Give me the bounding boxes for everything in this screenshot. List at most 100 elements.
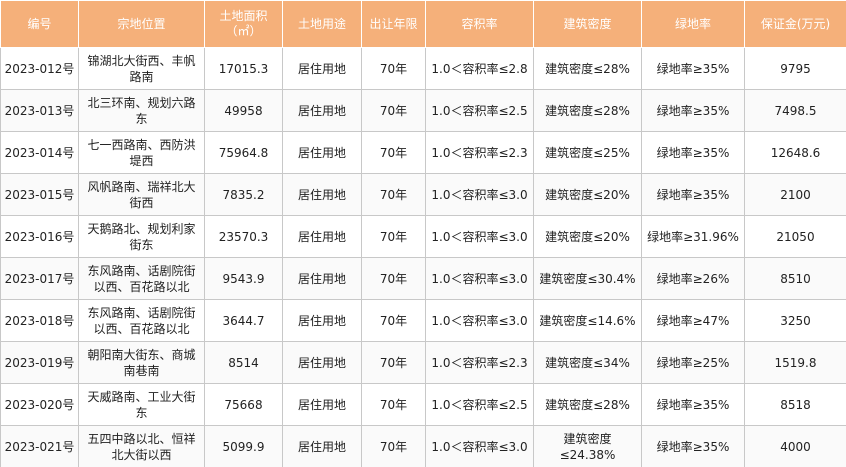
cell-location: 风帆路南、瑞祥北大街西 <box>78 173 205 216</box>
cell-term: 70年 <box>361 425 426 467</box>
cell-green: 绿地率≥35% <box>641 47 745 90</box>
header-location: 宗地位置 <box>78 0 205 48</box>
cell-deposit: 4000 <box>744 425 846 467</box>
table-row: 2023-020号 天威路南、工业大街东 75668 居住用地 70年 1.0＜容积率≤2… <box>0 383 846 426</box>
cell-deposit: 21050 <box>744 215 846 258</box>
header-far: 容积率 <box>425 0 534 48</box>
cell-term: 70年 <box>361 215 426 258</box>
cell-id: 2023-016号 <box>0 215 79 258</box>
cell-green: 绿地率≥35% <box>641 173 745 216</box>
cell-density: 建筑密度≤14.6% <box>533 299 642 342</box>
cell-location: 东风路南、话剧院街以西、百花路以北 <box>78 257 205 300</box>
cell-green: 绿地率≥25% <box>641 341 745 384</box>
cell-id: 2023-017号 <box>0 257 79 300</box>
cell-area: 7835.2 <box>204 173 283 216</box>
cell-deposit: 8510 <box>744 257 846 300</box>
cell-far: 1.0＜容积率≤2.3 <box>425 341 534 384</box>
cell-far: 1.0＜容积率≤3.0 <box>425 173 534 216</box>
cell-far: 1.0＜容积率≤2.8 <box>425 47 534 90</box>
cell-id: 2023-015号 <box>0 173 79 216</box>
header-use: 土地用途 <box>282 0 362 48</box>
cell-green: 绿地率≥35% <box>641 131 745 174</box>
table-row: 2023-018号 东风路南、话剧院街以西、百花路以北 3644.7 居住用地 70年 1… <box>0 299 846 342</box>
cell-deposit: 9795 <box>744 47 846 90</box>
cell-far: 1.0＜容积率≤2.5 <box>425 89 534 132</box>
cell-term: 70年 <box>361 173 426 216</box>
table-row: 2023-013号 北三环南、规划六路东 49958 居住用地 70年 1.0＜容积率≤2… <box>0 89 846 132</box>
cell-term: 70年 <box>361 383 426 426</box>
cell-location: 天鹅路北、规划利家街东 <box>78 215 205 258</box>
table-body: 2023-012号 锦湖北大街西、丰帆路南 17015.3 居住用地 70年 1.0＜容积… <box>0 47 846 467</box>
cell-term: 70年 <box>361 89 426 132</box>
cell-id: 2023-021号 <box>0 425 79 467</box>
cell-location: 东风路南、话剧院街以西、百花路以北 <box>78 299 205 342</box>
cell-area: 75668 <box>204 383 283 426</box>
cell-term: 70年 <box>361 257 426 300</box>
cell-far: 1.0＜容积率≤3.0 <box>425 425 534 467</box>
cell-area: 9543.9 <box>204 257 283 300</box>
cell-id: 2023-013号 <box>0 89 79 132</box>
header-deposit: 保证金(万元) <box>744 0 846 48</box>
cell-green: 绿地率≥47% <box>641 299 745 342</box>
cell-id: 2023-014号 <box>0 131 79 174</box>
cell-area: 5099.9 <box>204 425 283 467</box>
cell-id: 2023-012号 <box>0 47 79 90</box>
header-area-unit: （㎡） <box>225 24 262 38</box>
cell-term: 70年 <box>361 341 426 384</box>
cell-use: 居住用地 <box>282 257 362 300</box>
cell-area: 75964.8 <box>204 131 283 174</box>
header-row: 编号 宗地位置 土地面积 （㎡） 土地用途 出让年限 容积率 建筑密度 绿地率 … <box>0 0 846 48</box>
cell-green: 绿地率≥31.96% <box>641 215 745 258</box>
cell-use: 居住用地 <box>282 215 362 258</box>
cell-deposit: 7498.5 <box>744 89 846 132</box>
cell-deposit: 1519.8 <box>744 341 846 384</box>
cell-use: 居住用地 <box>282 299 362 342</box>
cell-far: 1.0＜容积率≤3.0 <box>425 215 534 258</box>
cell-area: 23570.3 <box>204 215 283 258</box>
cell-deposit: 2100 <box>744 173 846 216</box>
cell-id: 2023-018号 <box>0 299 79 342</box>
cell-density: 建筑密度≤25% <box>533 131 642 174</box>
table-row: 2023-014号 七一西路南、西防洪堤西 75964.8 居住用地 70年 1.0＜容积… <box>0 131 846 174</box>
cell-far: 1.0＜容积率≤3.0 <box>425 299 534 342</box>
cell-density: 建筑密度≤24.38% <box>533 425 642 467</box>
cell-density: 建筑密度≤20% <box>533 173 642 216</box>
header-area: 土地面积 （㎡） <box>204 0 283 48</box>
cell-term: 70年 <box>361 299 426 342</box>
cell-deposit: 12648.6 <box>744 131 846 174</box>
cell-use: 居住用地 <box>282 341 362 384</box>
cell-id: 2023-020号 <box>0 383 79 426</box>
cell-density: 建筑密度≤28% <box>533 89 642 132</box>
cell-area: 49958 <box>204 89 283 132</box>
cell-deposit: 8518 <box>744 383 846 426</box>
cell-use: 居住用地 <box>282 425 362 467</box>
cell-density: 建筑密度≤20% <box>533 215 642 258</box>
cell-location: 北三环南、规划六路东 <box>78 89 205 132</box>
cell-green: 绿地率≥35% <box>641 383 745 426</box>
table-row: 2023-012号 锦湖北大街西、丰帆路南 17015.3 居住用地 70年 1.0＜容积… <box>0 47 846 90</box>
cell-use: 居住用地 <box>282 131 362 174</box>
cell-far: 1.0＜容积率≤2.5 <box>425 383 534 426</box>
cell-location: 天威路南、工业大街东 <box>78 383 205 426</box>
cell-density: 建筑密度≤30.4% <box>533 257 642 300</box>
cell-area: 3644.7 <box>204 299 283 342</box>
cell-use: 居住用地 <box>282 47 362 90</box>
cell-far: 1.0＜容积率≤3.0 <box>425 257 534 300</box>
header-density: 建筑密度 <box>533 0 642 48</box>
cell-far: 1.0＜容积率≤2.3 <box>425 131 534 174</box>
cell-area: 17015.3 <box>204 47 283 90</box>
cell-location: 锦湖北大街西、丰帆路南 <box>78 47 205 90</box>
cell-use: 居住用地 <box>282 173 362 216</box>
header-area-label: 土地面积 <box>219 9 268 23</box>
table-row: 2023-019号 朝阳南大街东、商城南巷南 8514 居住用地 70年 1.0＜容积率≤… <box>0 341 846 384</box>
cell-deposit: 3250 <box>744 299 846 342</box>
cell-green: 绿地率≥35% <box>641 425 745 467</box>
header-term: 出让年限 <box>361 0 426 48</box>
cell-density: 建筑密度≤34% <box>533 341 642 384</box>
cell-density: 建筑密度≤28% <box>533 47 642 90</box>
cell-location: 七一西路南、西防洪堤西 <box>78 131 205 174</box>
header-green: 绿地率 <box>641 0 745 48</box>
cell-term: 70年 <box>361 131 426 174</box>
table-row: 2023-015号 风帆路南、瑞祥北大街西 7835.2 居住用地 70年 1.0＜容积率… <box>0 173 846 216</box>
